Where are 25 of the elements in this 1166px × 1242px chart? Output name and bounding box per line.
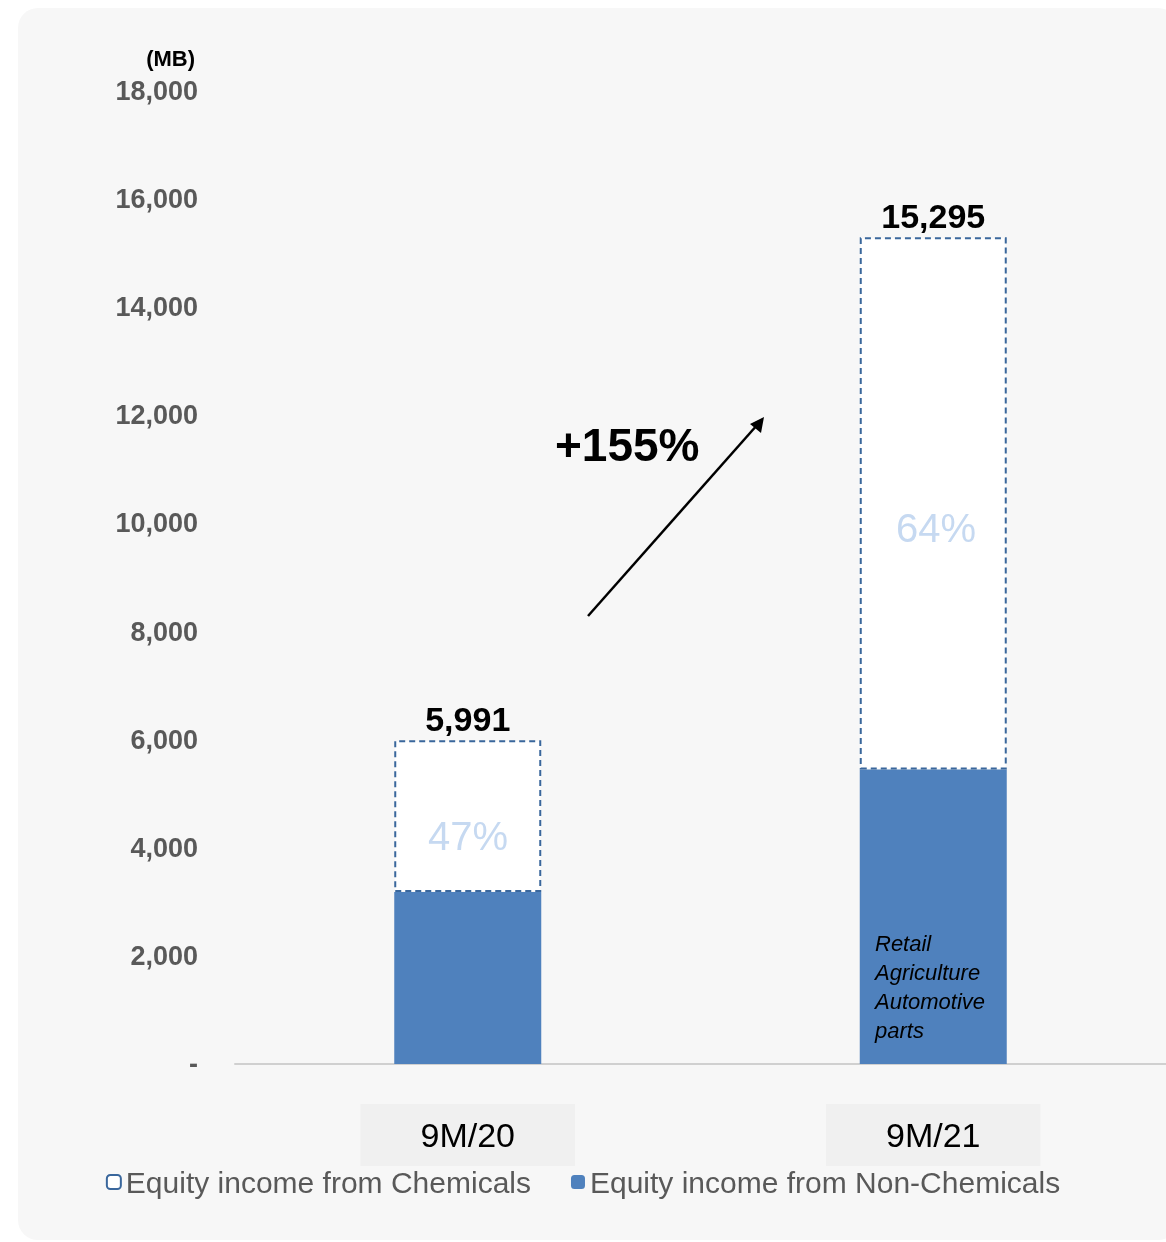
y-tick-label: 12,000 <box>115 400 198 431</box>
y-tick-label: 6,000 <box>130 724 198 755</box>
bar <box>394 740 542 893</box>
y-tick-label: 10,000 <box>115 508 198 539</box>
annotation: 64% <box>894 505 978 552</box>
annotation: 47% <box>426 813 510 860</box>
bar <box>394 892 542 1064</box>
annotation: Retail Agriculture Automotive parts <box>875 930 987 1045</box>
y-tick-label: 8,000 <box>130 616 198 647</box>
y-tick-label: - <box>189 1049 198 1079</box>
y-tick-label: 4,000 <box>130 832 198 863</box>
x-tick-label: 9M/21 <box>886 1116 981 1154</box>
x-tick-label: 9M/20 <box>420 1116 515 1154</box>
legend-label: Equity income from Non-Chemicals <box>589 1165 1061 1199</box>
bar <box>859 769 1007 1064</box>
legend-label: Equity income from Chemicals <box>125 1165 531 1199</box>
y-tick-label: 16,000 <box>115 184 198 215</box>
annotation: +155% <box>555 419 700 471</box>
y-axis-title: (MB) <box>146 45 195 71</box>
total-label: 5,991 <box>425 700 511 739</box>
y-tick-label: 2,000 <box>130 940 198 971</box>
y-tick-label: 14,000 <box>115 292 198 323</box>
total-label: 15,295 <box>881 197 986 236</box>
y-tick-label: 18,000 <box>115 76 198 106</box>
bar <box>859 237 1007 770</box>
